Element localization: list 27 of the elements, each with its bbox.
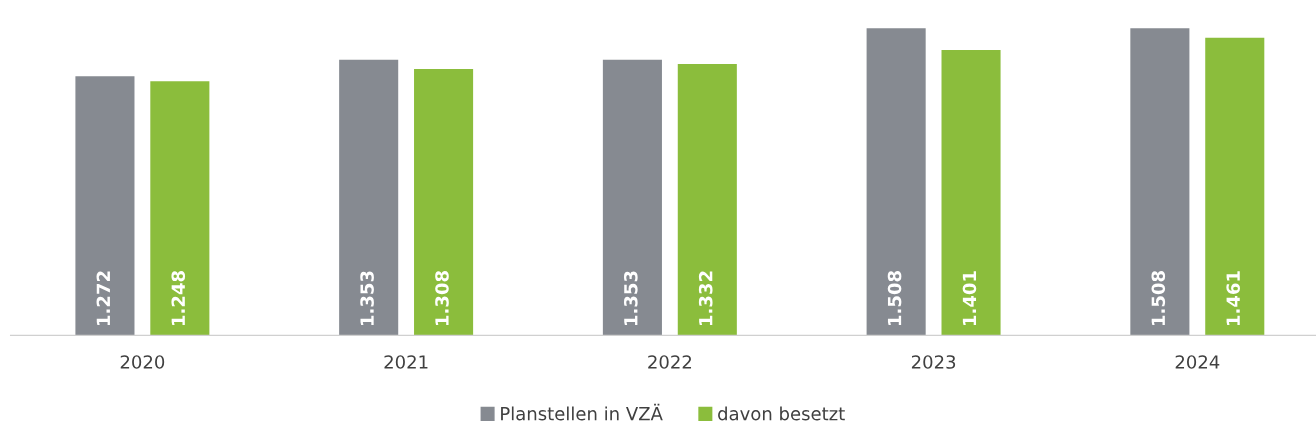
bar [75, 76, 135, 336]
x-tick-label: 2021 [384, 355, 428, 369]
bar [1130, 28, 1190, 336]
x-tick-label: 2020 [120, 355, 165, 369]
data-label: 1.461 [1226, 271, 1241, 326]
x-tick-label: 2024 [1175, 355, 1220, 369]
x-tick-label: 2022 [648, 355, 692, 369]
data-label: 1.272 [96, 271, 110, 326]
data-label: 1.332 [698, 271, 713, 326]
data-label: 1.508 [1151, 271, 1166, 326]
data-label: 1.248 [171, 271, 186, 326]
data-label: 1.353 [360, 271, 374, 326]
bar [339, 59, 399, 336]
legend-label: Planstellen in VZÄ [501, 403, 663, 421]
bar [1205, 37, 1265, 336]
bar [602, 59, 662, 336]
x-tick-label: 2023 [911, 355, 956, 369]
bar [941, 50, 1001, 336]
data-label: 1.353 [623, 271, 638, 326]
bar [414, 68, 474, 336]
bar [150, 81, 210, 336]
data-label: 1.508 [887, 271, 902, 326]
bar [677, 64, 737, 336]
data-label: 1.308 [435, 271, 449, 326]
data-label: 1.401 [962, 271, 977, 326]
bar [866, 28, 926, 336]
legend-label: davon besetzt [718, 406, 845, 421]
